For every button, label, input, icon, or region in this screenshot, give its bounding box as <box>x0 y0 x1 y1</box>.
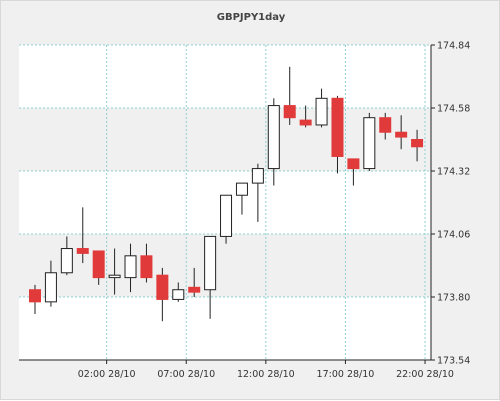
candle-body-bullish <box>124 255 137 279</box>
candle <box>395 115 408 150</box>
x-tick-label: 07:00 28/10 <box>157 369 215 380</box>
candle-body-bearish <box>379 117 392 133</box>
candle <box>267 98 280 186</box>
candle-body-bullish <box>267 105 280 170</box>
candles <box>29 66 424 322</box>
candle-body-bearish <box>283 105 296 119</box>
y-tick-label: 174.32 <box>437 167 470 178</box>
x-tick-label: 12:00 28/10 <box>237 369 295 380</box>
candle <box>156 267 169 322</box>
candle-body-bullish <box>363 117 376 170</box>
plot-band <box>19 297 431 360</box>
axes <box>19 44 435 364</box>
candle <box>235 182 248 215</box>
candle <box>315 88 328 128</box>
candle-body-bullish <box>60 248 73 274</box>
candle <box>363 112 376 171</box>
chart-title: GBPJPY1day <box>216 12 286 23</box>
candle-body-bearish <box>299 119 312 126</box>
candle <box>172 282 185 302</box>
candle <box>60 236 73 276</box>
candle <box>188 267 201 297</box>
candle-body-bearish <box>347 158 360 170</box>
candle-body-bullish <box>220 194 233 237</box>
candle-body-bearish <box>331 97 344 157</box>
candle-body-bearish <box>188 286 201 293</box>
candle <box>204 235 217 319</box>
candle-body-bullish <box>251 168 264 184</box>
candle-body-bearish <box>395 131 408 138</box>
candle <box>379 112 392 140</box>
candle-body-bearish <box>140 255 153 279</box>
candle <box>29 284 41 314</box>
candle <box>299 105 312 128</box>
candle-body-bullish <box>235 182 248 196</box>
candle <box>411 129 424 162</box>
plot-bands <box>19 45 431 360</box>
candle <box>347 158 360 186</box>
tick-labels: 174.84 174.58 174.32 174.06 173.80 173.54 02:0… <box>78 41 471 381</box>
candle-body-bullish <box>108 274 121 279</box>
x-tick-label: 17:00 28/10 <box>317 369 375 380</box>
candle <box>92 250 105 285</box>
candle-body-bearish <box>29 289 41 303</box>
candle-body-bullish <box>204 235 217 291</box>
y-tick-label: 173.54 <box>437 356 470 367</box>
candle-body-bullish <box>315 97 328 126</box>
candle <box>44 260 57 307</box>
candle <box>76 207 89 264</box>
candle <box>283 66 296 125</box>
y-tick-label: 174.84 <box>437 41 470 52</box>
candle-body-bearish <box>411 139 424 148</box>
x-tick-label: 22:00 28/10 <box>396 369 454 380</box>
y-tick-label: 174.58 <box>437 104 470 115</box>
candle <box>331 95 344 174</box>
candle <box>140 243 153 283</box>
x-tick-label: 02:00 28/10 <box>78 369 136 380</box>
plot-band <box>19 45 431 108</box>
candle <box>124 243 137 293</box>
candle-body-bearish <box>76 248 89 254</box>
candle-body-bearish <box>156 274 169 300</box>
candle <box>108 248 121 295</box>
candle <box>251 163 264 222</box>
candle-body-bullish <box>44 272 57 303</box>
y-tick-label: 173.80 <box>437 293 470 304</box>
candle-body-bullish <box>172 289 185 300</box>
y-tick-label: 174.06 <box>437 230 470 241</box>
candle <box>220 194 233 244</box>
candle-body-bearish <box>92 250 105 279</box>
